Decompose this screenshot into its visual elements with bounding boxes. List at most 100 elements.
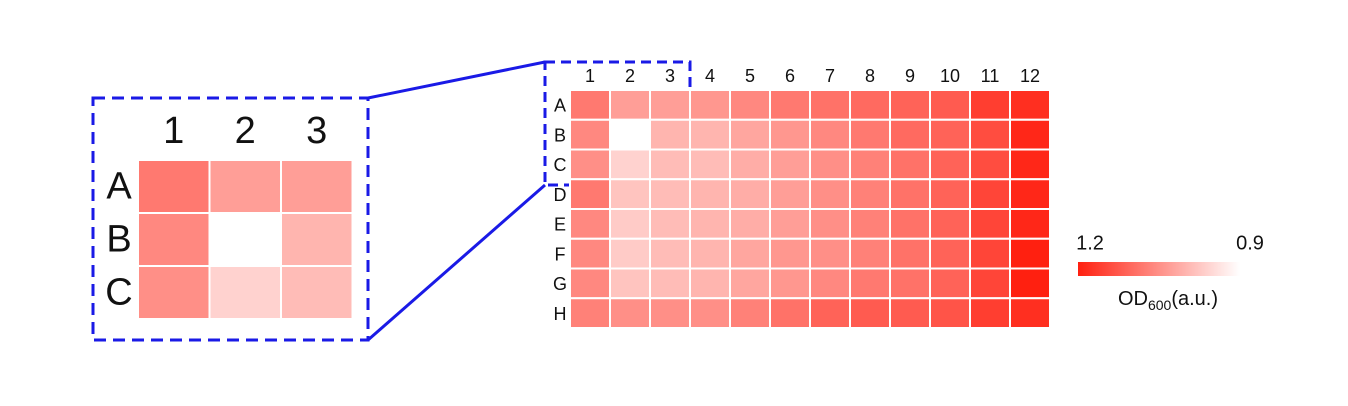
cell <box>809 267 851 300</box>
column-label: 11 <box>981 66 1000 86</box>
cell <box>929 267 971 300</box>
cell <box>609 208 651 240</box>
column-label: 2 <box>235 110 256 152</box>
cell <box>809 118 851 151</box>
cell <box>849 178 891 210</box>
cell <box>769 237 811 270</box>
cell <box>929 89 971 121</box>
cell <box>769 89 811 121</box>
cell <box>609 178 651 210</box>
zoom-cell <box>208 212 282 267</box>
cell <box>929 118 971 151</box>
cell <box>849 297 891 329</box>
cell <box>969 297 1011 329</box>
cell <box>649 178 691 210</box>
cell <box>889 89 931 121</box>
label-part: (a.u.) <box>1171 288 1218 310</box>
cell <box>809 208 851 240</box>
cell <box>929 297 971 329</box>
row-label: C <box>554 155 567 175</box>
cell <box>649 208 691 240</box>
cell <box>809 237 851 270</box>
column-label: 9 <box>905 66 915 86</box>
cell <box>769 297 811 329</box>
cell <box>569 208 611 240</box>
cell <box>849 89 891 121</box>
label-subscript: 600 <box>1148 297 1172 313</box>
cell <box>1009 267 1051 300</box>
cell <box>769 208 811 240</box>
cell <box>969 148 1011 181</box>
row-label: H <box>554 304 567 324</box>
cell <box>809 297 851 329</box>
column-label: 3 <box>306 110 327 152</box>
cell <box>849 267 891 300</box>
cell <box>729 178 771 210</box>
colorbar-tick-label: 1.2 <box>1076 232 1104 254</box>
cell <box>889 267 931 300</box>
row-label: A <box>554 96 566 116</box>
colorbar-tick-label: 0.9 <box>1236 232 1264 254</box>
cell <box>689 118 731 151</box>
cell <box>889 118 931 151</box>
cell <box>809 178 851 210</box>
cell <box>729 237 771 270</box>
cell <box>729 89 771 121</box>
cell <box>849 208 891 240</box>
cell <box>609 297 651 329</box>
cell <box>649 237 691 270</box>
cell <box>1009 89 1051 121</box>
row-label: B <box>554 125 566 145</box>
cell <box>969 237 1011 270</box>
cell <box>649 118 691 151</box>
cell <box>1009 237 1051 270</box>
cell <box>929 237 971 270</box>
cell <box>1009 178 1051 210</box>
cell <box>689 297 731 329</box>
cell <box>689 237 731 270</box>
cell <box>769 178 811 210</box>
row-label: F <box>555 244 566 264</box>
label-part: OD <box>1118 288 1148 310</box>
zoom-box <box>91 96 370 342</box>
zoom-cell <box>280 159 354 214</box>
cell <box>929 208 971 240</box>
cell <box>569 267 611 300</box>
zoom-connector <box>367 60 546 100</box>
cell <box>969 89 1011 121</box>
zoom-connector <box>367 183 546 342</box>
cell <box>609 267 651 300</box>
cell <box>1009 148 1051 181</box>
cell <box>609 89 651 121</box>
column-label: 2 <box>625 66 635 86</box>
cell <box>969 208 1011 240</box>
cell <box>1009 118 1051 151</box>
cell <box>569 148 611 181</box>
column-label: 4 <box>705 66 715 86</box>
column-label: 5 <box>745 66 755 86</box>
cell <box>689 267 731 300</box>
cell <box>689 89 731 121</box>
column-label: 1 <box>585 66 595 86</box>
cell <box>809 148 851 181</box>
cell <box>569 237 611 270</box>
cell <box>969 118 1011 151</box>
column-label: 12 <box>1020 66 1040 86</box>
row-label: D <box>554 185 567 205</box>
cell <box>969 267 1011 300</box>
cell <box>609 237 651 270</box>
cell <box>809 89 851 121</box>
row-label: E <box>554 215 566 235</box>
cell <box>969 178 1011 210</box>
cell <box>729 118 771 151</box>
cell <box>889 148 931 181</box>
cell <box>569 89 611 121</box>
cell <box>569 118 611 151</box>
column-label: 10 <box>940 66 960 86</box>
column-label: 3 <box>665 66 675 86</box>
cell <box>1009 208 1051 240</box>
cell <box>1009 297 1051 329</box>
row-label: B <box>106 219 131 261</box>
cell <box>849 118 891 151</box>
